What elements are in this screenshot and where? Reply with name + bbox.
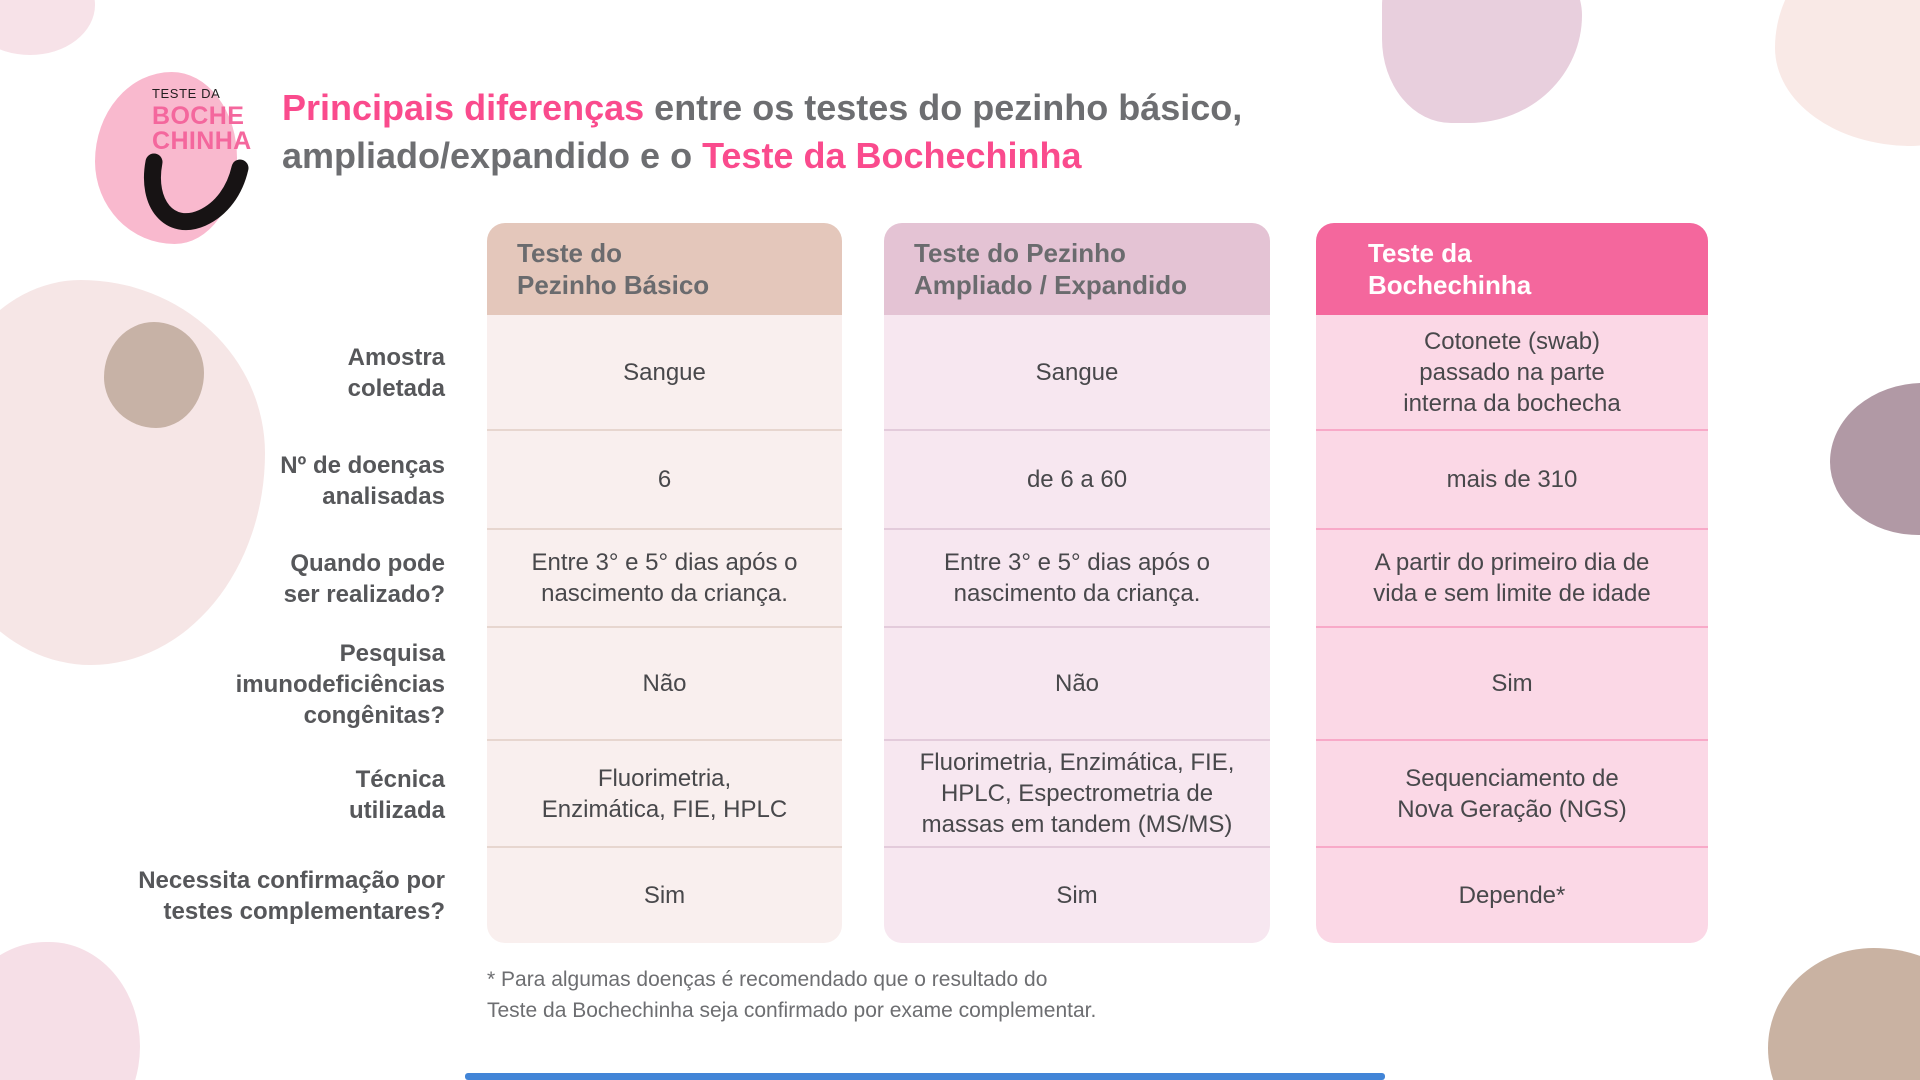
- title-line2-start: ampliado/expandido e o: [282, 135, 703, 176]
- footnote: * Para algumas doenças é recomendado que…: [487, 968, 1097, 1022]
- column-header-ampliado: Teste do Pezinho Ampliado / Expandido: [884, 223, 1270, 315]
- row-label-tecnica-utilizada: Técnica utilizada: [348, 765, 445, 824]
- cell-basico-doencas: 6: [487, 431, 842, 530]
- row-labels-column: Amostra coletada Nº de doenças analisada…: [0, 223, 445, 943]
- title-line2-accent: Teste da Bochechinha: [702, 135, 1082, 176]
- cell-ampliado-imunodeficiencias: Não: [884, 628, 1270, 741]
- logo-tagline: TESTE DA: [152, 86, 221, 101]
- cell-bochechinha-confirmacao: Depende*: [1316, 848, 1708, 943]
- cell-basico-amostra: Sangue: [487, 315, 842, 431]
- title-line1-accent: Principais diferenças: [282, 87, 645, 128]
- cell-basico-quando: Entre 3° e 5° dias após o nascimento da …: [487, 530, 842, 628]
- decor-blob-left-tan-circle: [104, 322, 204, 428]
- cell-bochechinha-doencas: mais de 310: [1316, 431, 1708, 530]
- cell-ampliado-quando: Entre 3° e 5° dias após o nascimento da …: [884, 530, 1270, 628]
- cell-ampliado-tecnica: Fluorimetria, Enzimática, FIE, HPLC, Esp…: [884, 741, 1270, 848]
- column-teste-bochechinha: Teste da Bochechinha Cotonete (swab) pas…: [1316, 223, 1708, 943]
- row-label-necessita-confirmacao: Necessita confirmação por testes complem…: [138, 866, 445, 925]
- title-line-2: ampliado/expandido e o Teste da Bochechi…: [282, 132, 1242, 180]
- logo-word-boche: BOCHE: [152, 102, 245, 130]
- row-label-amostra-coletada: Amostra coletada: [347, 344, 445, 402]
- cell-bochechinha-imunodeficiencias: Sim: [1316, 628, 1708, 741]
- cell-basico-tecnica: Fluorimetria, Enzimática, FIE, HPLC: [487, 741, 842, 848]
- cell-bochechinha-amostra: Cotonete (swab) passado na parte interna…: [1316, 315, 1708, 431]
- cell-bochechinha-quando: A partir do primeiro dia de vida e sem l…: [1316, 530, 1708, 628]
- smile-icon: [144, 153, 249, 231]
- decor-blob-top-left: [0, 0, 95, 55]
- cell-ampliado-confirmacao: Sim: [884, 848, 1270, 943]
- logo: TESTE DA BOCHE CHINHA: [152, 86, 252, 154]
- cell-basico-imunodeficiencias: Não: [487, 628, 842, 741]
- cell-basico-confirmacao: Sim: [487, 848, 842, 943]
- decor-blob-bottom-left: [0, 942, 140, 1080]
- column-teste-pezinho-ampliado: Teste do Pezinho Ampliado / Expandido Sa…: [884, 223, 1270, 943]
- row-label-quando-realizado: Quando pode ser realizado?: [283, 550, 445, 608]
- column-teste-pezinho-basico: Teste do Pezinho Básico Sangue 6 Entre 3…: [487, 223, 842, 943]
- cell-ampliado-doencas: de 6 a 60: [884, 431, 1270, 530]
- cell-bochechinha-tecnica: Sequenciamento de Nova Geração (NGS): [1316, 741, 1708, 848]
- decor-blob-right-middle: [1830, 383, 1920, 535]
- page-title: Principais diferenças entre os testes do…: [282, 84, 1242, 180]
- cell-ampliado-amostra: Sangue: [884, 315, 1270, 431]
- logo-word-chinha: CHINHA: [152, 127, 252, 155]
- title-line1-rest: entre os testes do pezinho básico,: [644, 87, 1243, 128]
- decor-blob-bottom-right: [1768, 948, 1920, 1080]
- row-label-num-doencas: Nº de doenças analisadas: [280, 451, 445, 510]
- column-header-basico: Teste do Pezinho Básico: [487, 223, 842, 315]
- row-label-pesquisa-imunodeficiencias: Pesquisa imunodeficiências congênitas?: [235, 640, 445, 729]
- column-header-bochechinha: Teste da Bochechinha: [1316, 223, 1708, 315]
- decor-blob-top-right: [1775, 0, 1920, 146]
- title-line-1: Principais diferenças entre os testes do…: [282, 84, 1242, 132]
- bottom-blue-bar: [465, 1073, 1385, 1080]
- decor-blob-top-middle: [1382, 0, 1582, 123]
